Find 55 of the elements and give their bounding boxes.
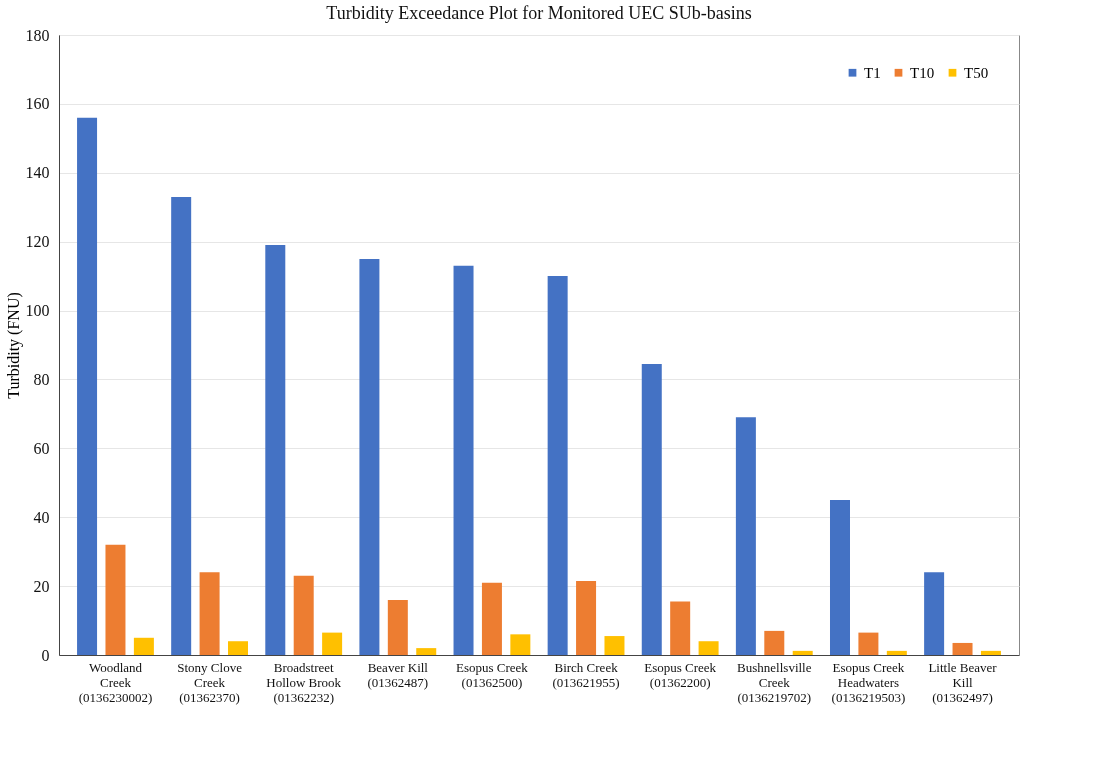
bar: [77, 117, 98, 655]
y-tick-label: 160: [25, 95, 50, 113]
y-tick-label: 100: [25, 302, 50, 320]
y-tick-label: 40: [33, 508, 50, 526]
y-tick-label: 120: [25, 233, 50, 251]
bar: [510, 634, 531, 655]
bar: [735, 417, 756, 655]
chart-title: Turbidity Exceedance Plot for Monitored UEC SUb-basins: [326, 3, 752, 23]
x-tick-label: Woodland Creek (0136230002): [78, 659, 153, 705]
bar: [265, 245, 286, 655]
bar: [359, 258, 380, 655]
bar: [322, 632, 343, 655]
bar: [481, 582, 502, 655]
bar: [576, 580, 597, 655]
bar: [105, 544, 126, 655]
bar: [886, 650, 907, 655]
bar: [670, 601, 691, 655]
legend-label: T50: [964, 64, 989, 81]
x-tick-label: Stony Clove Creek (01362370): [177, 659, 243, 705]
y-tick-label: 80: [33, 370, 50, 388]
bar: [453, 265, 474, 655]
bar: [980, 650, 1001, 655]
bar: [924, 572, 945, 655]
bar: [293, 575, 314, 655]
bar: [133, 637, 154, 655]
x-tick-label: Bushnellsville Creek (0136219702): [737, 659, 812, 705]
y-tick-label: 20: [33, 577, 50, 595]
x-tick-label: Beaver Kill (01362487): [367, 659, 429, 690]
bar: [171, 196, 192, 655]
bar: [416, 648, 437, 655]
bar: [764, 630, 785, 655]
bar: [641, 363, 662, 655]
bar: [698, 641, 719, 655]
bar: [199, 572, 220, 655]
y-tick-label: 0: [41, 646, 50, 664]
x-tick-label: Little Beaver Kill (01362497): [928, 659, 998, 705]
x-tick-label: Broadstreet Hollow Brook (01362232): [266, 659, 342, 705]
x-tick-label: Birch Creek (013621955): [552, 659, 620, 690]
x-tick-label: Esopus Creek Headwaters (0136219503): [831, 659, 906, 705]
bar: [387, 599, 408, 655]
bar: [830, 500, 850, 655]
y-tick-label: 180: [25, 26, 50, 44]
bar: [952, 642, 973, 655]
y-tick-label: 140: [25, 164, 50, 182]
legend-label: T10: [910, 64, 935, 81]
y-axis-title: Turbidity (FNU): [4, 292, 23, 399]
x-tick-label: Esopus Creek (01362500): [456, 659, 529, 690]
x-tick-label: Esopus Creek (01362200): [644, 659, 717, 690]
bar: [547, 276, 568, 655]
bar: [792, 650, 813, 655]
legend-label: T1: [864, 64, 881, 81]
bar: [228, 641, 248, 655]
y-tick-label: 60: [33, 439, 50, 457]
bar: [858, 632, 879, 655]
bar: [604, 636, 625, 655]
